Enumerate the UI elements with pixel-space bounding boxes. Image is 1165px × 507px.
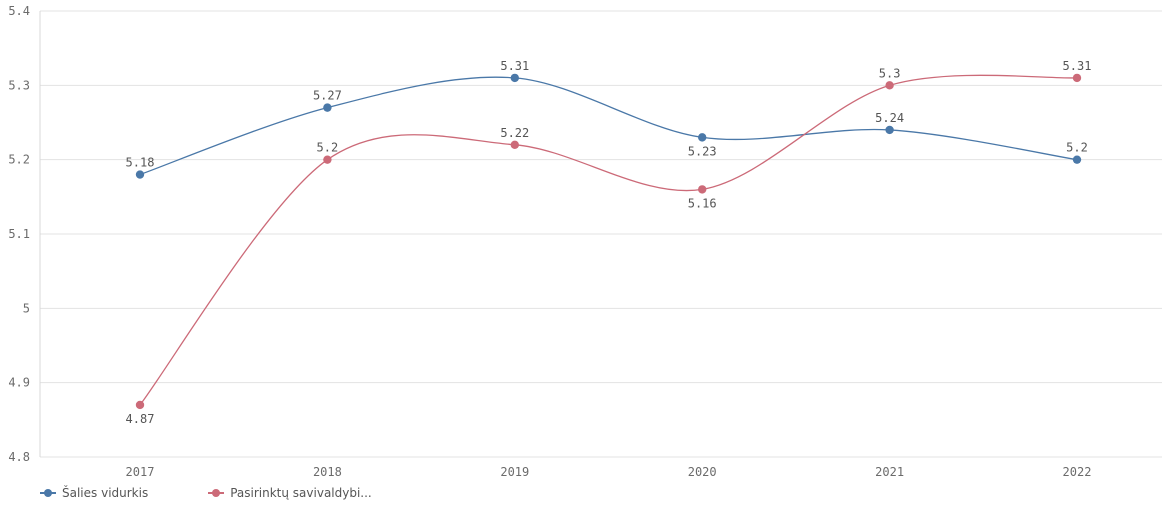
legend-item-salies-vidurkis[interactable]: Šalies vidurkis: [40, 486, 148, 500]
data-label: 5.3: [879, 66, 901, 80]
data-point[interactable]: [135, 170, 145, 179]
data-point[interactable]: [1072, 73, 1082, 83]
x-tick-label: 2018: [313, 465, 342, 479]
gridlines: [39, 10, 1162, 458]
data-label: 5.31: [1063, 59, 1092, 73]
y-tick-label: 4.8: [8, 450, 30, 464]
series-points[interactable]: [135, 73, 1082, 410]
legend: Šalies vidurkis Pasirinktų savivaldybi..…: [40, 486, 372, 500]
data-label: 5.22: [500, 126, 529, 140]
y-tick-label: 5.1: [8, 227, 30, 241]
data-point[interactable]: [885, 125, 894, 135]
data-label: 5.24: [875, 111, 904, 125]
series-line-0: [139, 76, 1078, 176]
y-tick-label: 5.3: [8, 78, 30, 92]
legend-label: Pasirinktų savivaldybi...: [230, 486, 372, 500]
data-point[interactable]: [323, 103, 332, 112]
x-tick-label: 2020: [688, 465, 717, 479]
data-label: 5.16: [688, 196, 717, 210]
series-lines: [139, 74, 1078, 406]
x-tick-label: 2022: [1063, 465, 1092, 479]
data-label: 5.31: [500, 59, 529, 73]
y-tick-label: 5: [23, 301, 30, 315]
data-point[interactable]: [135, 400, 145, 410]
legend-label: Šalies vidurkis: [62, 486, 149, 500]
data-label: 5.2: [317, 141, 339, 155]
data-label: 5.2: [1066, 141, 1088, 155]
data-point[interactable]: [698, 133, 707, 142]
data-point[interactable]: [698, 185, 707, 194]
y-tick-label: 5.2: [8, 153, 30, 167]
data-label: 5.23: [688, 144, 717, 158]
x-tick-label: 2021: [875, 465, 904, 479]
series-line-1: [139, 74, 1078, 406]
data-point[interactable]: [885, 81, 894, 90]
x-tick-label: 2019: [500, 465, 529, 479]
x-axis-ticks: 2017 2018 2019 2020 2021 2022: [126, 465, 1092, 479]
x-tick-label: 2017: [126, 465, 155, 479]
y-axis-ticks: 4.8 4.9 5 5.1 5.2 5.3 5.4: [8, 4, 30, 464]
legend-item-pasirinktu-savivaldybiu[interactable]: Pasirinktų savivaldybi...: [208, 486, 372, 500]
legend-swatch-icon: [40, 488, 56, 498]
data-label: 5.27: [313, 89, 342, 103]
y-tick-label: 4.9: [8, 376, 30, 390]
data-point[interactable]: [1072, 155, 1082, 164]
data-labels: 5.18 5.27 5.31 5.23 5.24 5.2 4.87 5.2 5.22 5.16 5.…: [126, 59, 1092, 426]
y-tick-label: 5.4: [8, 4, 30, 18]
legend-swatch-icon: [208, 488, 225, 498]
data-label: 5.18: [126, 156, 155, 170]
data-label: 4.87: [126, 412, 155, 426]
data-point[interactable]: [510, 73, 519, 83]
data-point[interactable]: [323, 155, 332, 164]
data-point[interactable]: [510, 140, 519, 149]
